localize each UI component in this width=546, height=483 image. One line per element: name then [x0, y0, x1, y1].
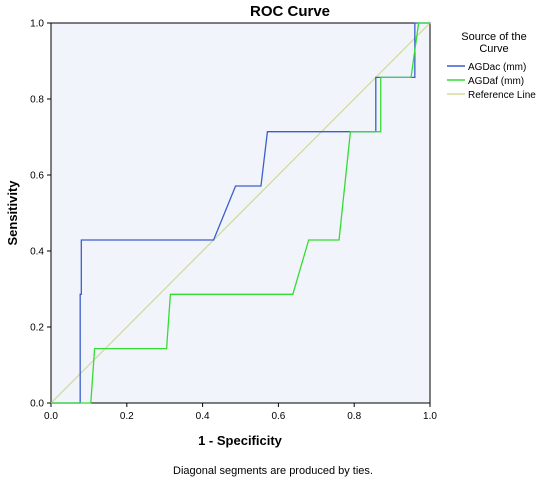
y-axis-label: Sensitivity: [5, 180, 20, 246]
x-axis-label: 1 - Specificity: [198, 433, 283, 448]
y-tick-label: 0.2: [30, 323, 44, 334]
y-tick-label: 0.6: [30, 171, 44, 182]
x-tick-label: 0.2: [120, 411, 134, 422]
series-line-agdaf-mm: [51, 22, 430, 404]
chart-title: ROC Curve: [250, 3, 330, 20]
legend-title-line2: Curve: [479, 43, 508, 55]
x-tick-label: 0.6: [271, 411, 285, 422]
y-ticks: 0.0 0.2 0.4 0.6 0.8 1.0: [30, 19, 51, 410]
series-line-reference-line: [50, 22, 431, 404]
x-tick-label: 0.8: [347, 411, 361, 422]
x-tick-label: 0.0: [44, 411, 58, 422]
legend-label-reference-line: Reference Line: [468, 90, 536, 101]
footnote: Diagonal segments are produced by ties.: [173, 465, 373, 477]
x-tick-label: 1.0: [423, 411, 437, 422]
x-tick-label: 0.4: [196, 411, 210, 422]
y-tick-label: 0.8: [30, 95, 44, 106]
y-tick-label: 1.0: [30, 19, 44, 30]
legend-label-agdaf-mm: AGDaf (mm): [468, 76, 524, 87]
y-tick-label: 0.0: [30, 399, 44, 410]
legend: Source of the Curve AGDac (mm) AGDaf (mm)…: [447, 31, 536, 101]
legend-label-agdac-mm: AGDac (mm): [468, 62, 526, 73]
legend-title-line1: Source of the: [461, 31, 526, 43]
x-ticks: 0.0 0.2 0.4 0.6 0.8 1.0: [44, 403, 437, 422]
series-lines: [50, 22, 431, 404]
y-tick-label: 0.4: [30, 247, 44, 258]
